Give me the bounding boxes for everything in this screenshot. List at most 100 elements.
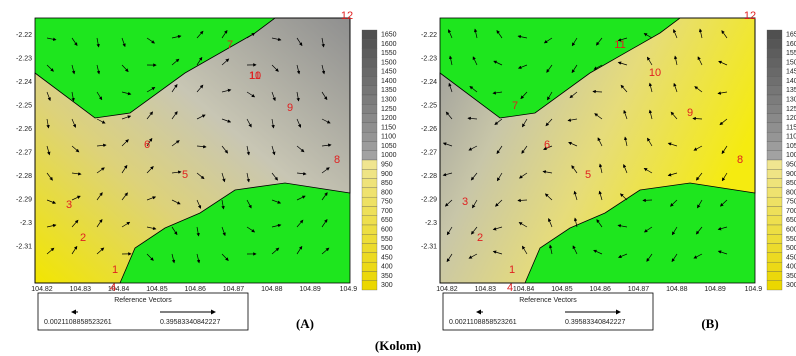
colorbar-cell: [361, 252, 378, 263]
flow-vector: [321, 192, 328, 201]
station-label: 8: [334, 154, 340, 166]
station-label: 2: [80, 232, 86, 244]
flow-vector: [271, 37, 282, 42]
flow-vector: [698, 28, 703, 39]
flow-vector: [719, 199, 728, 207]
flow-vector: [520, 91, 528, 100]
flow-vector: [470, 226, 478, 235]
flow-vector: [171, 170, 182, 174]
colorbar-label: 1650: [381, 31, 397, 38]
station-label: 4: [110, 282, 116, 294]
flow-vector: [492, 250, 503, 255]
colorbar-cell: [361, 187, 378, 198]
colorbar-cell: [766, 39, 783, 49]
flow-vector: [271, 247, 280, 255]
colorbar-label: 750: [381, 199, 393, 206]
flow-vector: [46, 247, 55, 255]
colorbar-cell: [766, 178, 783, 189]
flow-vector: [121, 192, 128, 201]
colorbar-cell: [766, 131, 783, 142]
colorbar-cell: [766, 215, 783, 226]
colorbar-label: 1550: [786, 50, 796, 57]
flow-vector: [721, 172, 728, 182]
flow-vector: [598, 190, 603, 201]
flow-vector: [667, 142, 678, 147]
colorbar-label: 900: [381, 171, 393, 178]
x-tick-label: 104.84: [513, 286, 535, 293]
colorbar-cell: [766, 150, 783, 161]
flow-vector: [618, 253, 628, 258]
y-tick-label: -2.22: [16, 32, 32, 39]
flow-vector: [468, 253, 478, 259]
flow-vector: [567, 118, 578, 122]
flow-vector: [221, 253, 229, 261]
colorbar-cell: [766, 271, 783, 281]
station-label: 1: [509, 264, 515, 276]
colorbar-label: 850: [381, 180, 393, 187]
flow-vector: [246, 226, 256, 233]
flow-vector: [221, 226, 226, 237]
flow-vector: [246, 91, 256, 98]
flow-vector: [721, 30, 728, 39]
colorbar-label: 600: [381, 226, 393, 233]
colorbar-cell: [766, 261, 783, 272]
x-tick-label: 104.89: [704, 286, 726, 293]
x-tick-label: 104.83: [475, 286, 497, 293]
colorbar-label: 500: [381, 245, 393, 252]
colorbar-cell: [766, 252, 783, 263]
panel-label: (A): [296, 316, 314, 331]
flow-vector: [96, 143, 107, 148]
flow-vector: [171, 34, 182, 39]
x-tick-label: 104.89: [299, 286, 321, 293]
flow-vector: [545, 118, 553, 127]
colorbar-label: 1050: [381, 143, 397, 150]
colorbar-label: 1300: [381, 96, 397, 103]
flow-vector: [517, 35, 528, 39]
flow-vector: [721, 145, 728, 155]
flow-vector: [96, 192, 103, 201]
flow-vector: [221, 88, 232, 93]
flow-vector: [517, 198, 528, 203]
flow-vector: [522, 245, 528, 255]
flow-vector: [221, 199, 225, 210]
colorbar-label: 1650: [786, 31, 796, 38]
colorbar-cell: [766, 243, 783, 254]
flow-vector: [196, 226, 200, 237]
flow-vector: [121, 164, 128, 174]
flow-vector: [446, 253, 453, 263]
flow-vector: [492, 91, 503, 95]
flow-vector: [617, 61, 628, 66]
colorbar-label: 550: [786, 236, 796, 243]
y-tick-label: -2.22: [421, 32, 437, 39]
flow-vector: [470, 172, 478, 181]
flow-vector: [643, 33, 653, 39]
flow-vector: [573, 217, 578, 228]
colorbar-cell: [766, 104, 783, 114]
y-tick-label: -2.31: [16, 243, 32, 250]
colorbar-label: 500: [786, 245, 796, 252]
colorbar-cell: [361, 94, 378, 105]
colorbar-label: 400: [786, 264, 796, 271]
flow-vector: [496, 145, 503, 155]
flow-vector: [146, 226, 157, 231]
x-tick-label: 104.82: [436, 286, 458, 293]
reference-max: 0.39583340842227: [160, 319, 220, 326]
flow-vector: [492, 226, 503, 231]
flow-vector: [196, 144, 207, 149]
colorbar-label: 350: [786, 273, 796, 280]
flow-vector: [296, 91, 300, 102]
flow-vector: [296, 171, 307, 176]
flow-vector: [71, 91, 75, 102]
colorbar-cell: [361, 104, 378, 114]
flow-vector: [46, 118, 50, 129]
flow-vector: [719, 118, 728, 126]
flow-vector: [473, 28, 478, 39]
colorbar-label: 1450: [786, 69, 796, 76]
flow-vector: [271, 118, 275, 129]
flow-vector: [146, 166, 154, 174]
flow-vector: [296, 118, 302, 128]
flow-vector: [518, 172, 528, 179]
colorbar-cell: [361, 85, 378, 96]
sea-area: [34, 17, 351, 284]
flow-vector: [468, 145, 478, 151]
